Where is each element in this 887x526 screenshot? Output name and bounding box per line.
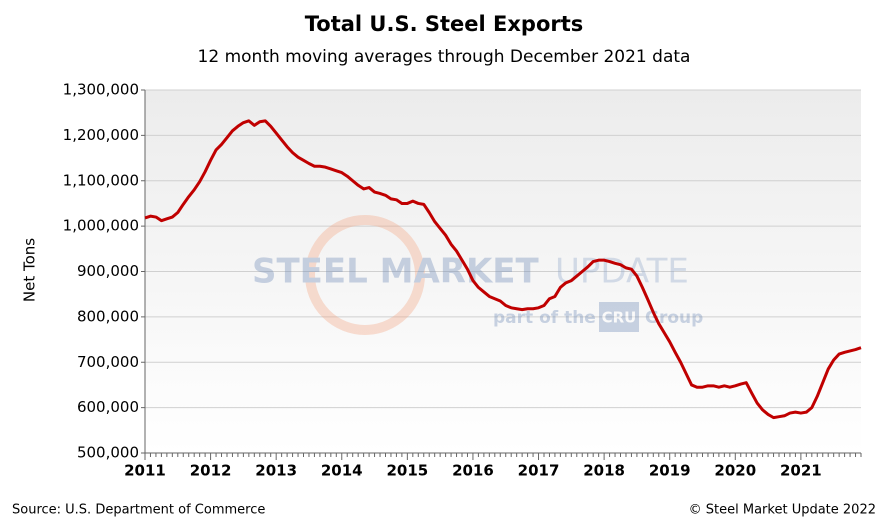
- y-tick-label: 600,000: [77, 398, 139, 416]
- watermark-text: CRU: [602, 309, 637, 327]
- y-tick-label: 1,300,000: [63, 81, 139, 99]
- watermark-logo: [305, 215, 425, 335]
- chart-subtitle: 12 month moving averages through Decembe…: [198, 47, 691, 67]
- x-tick-label: 2020: [714, 462, 756, 480]
- y-tick-label: 700,000: [77, 353, 139, 371]
- x-tick-label: 2011: [124, 462, 166, 480]
- watermark-text: STEEL MARKET: [252, 252, 540, 292]
- x-tick-label: 2012: [190, 462, 232, 480]
- x-tick-label: 2016: [452, 462, 494, 480]
- x-tick-label: 2018: [583, 462, 625, 480]
- watermark-text: UPDATE: [555, 252, 689, 292]
- watermark: STEEL MARKET UPDATE part of the CRU Grou…: [252, 215, 703, 335]
- x-tick-label: 2015: [386, 462, 428, 480]
- x-tick-label: 2021: [780, 462, 822, 480]
- y-tick-label: 900,000: [77, 262, 139, 280]
- chart-title: Total U.S. Steel Exports: [305, 12, 584, 36]
- y-tick-label: 500,000: [77, 444, 139, 462]
- y-axis-label: Net Tons: [21, 238, 39, 302]
- x-tick-label: 2013: [255, 462, 297, 480]
- y-tick-label: 1,100,000: [63, 171, 139, 189]
- data-line: [144, 119, 862, 420]
- source: Source: U.S. Department of Commerce: [12, 503, 265, 518]
- y-tick-label: 1,200,000: [63, 126, 139, 144]
- watermark-box: [599, 302, 639, 332]
- y-tick-label: 800,000: [77, 307, 139, 325]
- watermark-text: part of the: [493, 308, 596, 328]
- x-tick-label: 2014: [321, 462, 363, 480]
- y-tick-label: 1,000,000: [63, 217, 139, 235]
- x-tick-label: 2017: [518, 462, 560, 480]
- copyright: © Steel Market Update 2022: [689, 503, 876, 518]
- x-tick-label: 2019: [649, 462, 691, 480]
